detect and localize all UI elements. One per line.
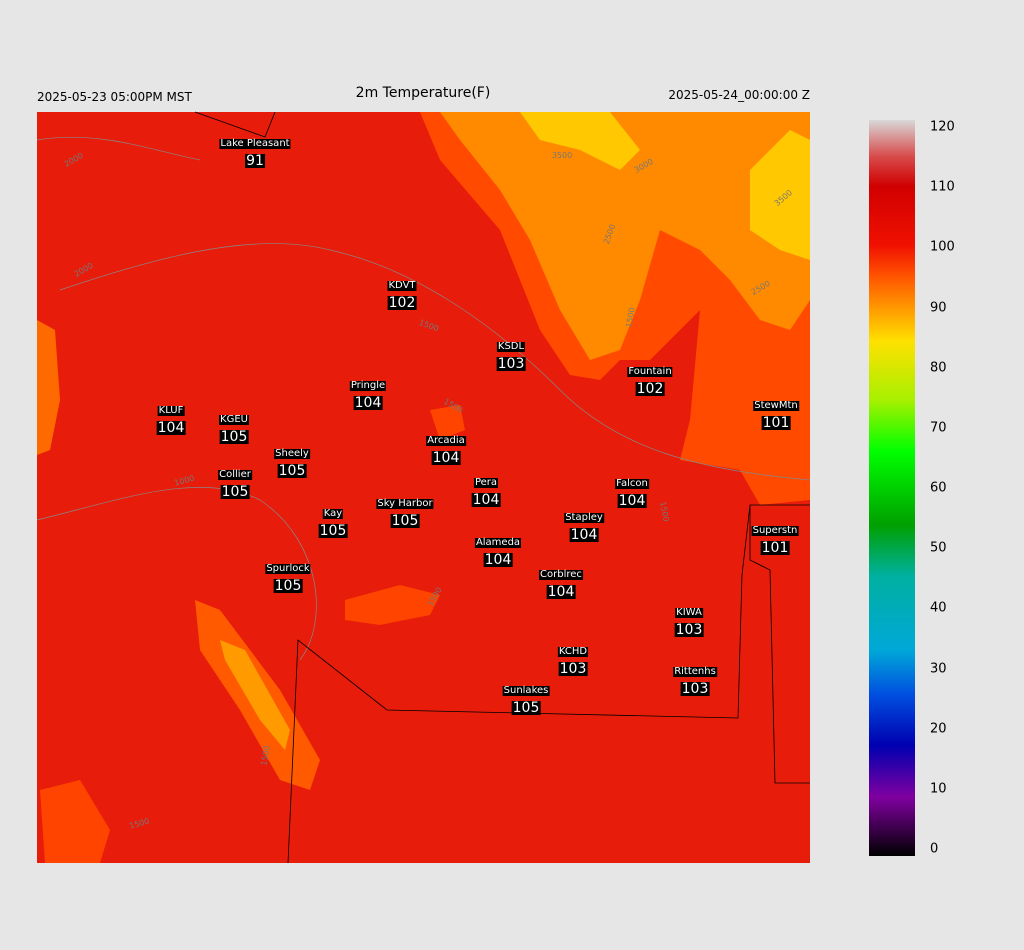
station-value: 105 bbox=[273, 578, 303, 594]
station-value: 104 bbox=[156, 420, 186, 436]
colorbar-tick-label: 110 bbox=[930, 179, 955, 195]
contour-label: 1500 bbox=[624, 307, 636, 329]
station-name: Sunlakes bbox=[502, 685, 550, 696]
station-value: 104 bbox=[471, 492, 501, 508]
colorbar bbox=[869, 120, 915, 856]
colorbar-tick-label: 0 bbox=[930, 841, 939, 857]
station-name: Pera bbox=[473, 477, 499, 488]
station-name: Lake Pleasant bbox=[219, 138, 291, 149]
station-value: 102 bbox=[387, 295, 417, 311]
station-name: KIWA bbox=[675, 607, 703, 618]
station-value: 91 bbox=[245, 153, 265, 169]
contour-label: 1500 bbox=[259, 745, 271, 767]
station-value: 102 bbox=[635, 381, 665, 397]
station-value: 104 bbox=[483, 552, 513, 568]
warm-region bbox=[37, 320, 60, 455]
colorbar-tick-label: 100 bbox=[930, 239, 955, 255]
model-time: 2025-05-24_00:00:00 Z bbox=[668, 88, 810, 102]
county-line bbox=[194, 111, 276, 138]
station-name: Falcon bbox=[615, 478, 649, 489]
station-name: Sky Harbor bbox=[376, 498, 434, 509]
contour-line bbox=[36, 137, 201, 161]
hottest-region bbox=[520, 112, 810, 260]
hot-region bbox=[220, 640, 290, 750]
station-value: 103 bbox=[496, 356, 526, 372]
valid-time: 2025-05-23 05:00PM MST bbox=[37, 90, 192, 104]
station-value: 103 bbox=[558, 661, 588, 677]
county-line bbox=[287, 504, 810, 864]
warm-region bbox=[40, 405, 465, 863]
station-name: KSDL bbox=[496, 341, 526, 352]
station-name: Superstn bbox=[751, 525, 799, 536]
colorbar-tick-label: 20 bbox=[930, 721, 947, 737]
station-value: 105 bbox=[390, 513, 420, 529]
station-value: 101 bbox=[760, 540, 790, 556]
colorbar-tick-label: 30 bbox=[930, 661, 947, 676]
contour-label: 1500 bbox=[658, 501, 670, 523]
colorbar-tick-label: 70 bbox=[930, 420, 947, 436]
station-value: 104 bbox=[353, 395, 383, 411]
station-name: Fountain bbox=[627, 366, 673, 377]
colorbar-tick-label: 50 bbox=[930, 540, 947, 556]
station-name: Kay bbox=[322, 508, 344, 519]
station-name: Corblrec bbox=[539, 569, 583, 580]
station-name: KCHD bbox=[557, 646, 589, 657]
station-name: KDVT bbox=[387, 280, 417, 291]
colorbar-tick-label: 120 bbox=[930, 119, 955, 135]
station-value: 104 bbox=[546, 584, 576, 600]
colorbar-tick-label: 80 bbox=[930, 360, 947, 376]
station-name: Alameda bbox=[474, 537, 522, 548]
hot-region bbox=[440, 112, 810, 360]
station-value: 105 bbox=[220, 484, 250, 500]
station-name: KGEU bbox=[219, 414, 249, 425]
station-value: 104 bbox=[617, 493, 647, 509]
station-name: Arcadia bbox=[426, 435, 466, 446]
colorbar-tick-label: 90 bbox=[930, 300, 947, 315]
contour-line bbox=[59, 243, 811, 481]
colorbar-tick-label: 10 bbox=[930, 781, 947, 797]
station-name: Collier bbox=[218, 469, 252, 480]
station-name: KLUF bbox=[157, 405, 185, 416]
colorbar-tick-label: 60 bbox=[930, 480, 947, 496]
station-name: Rittenhs bbox=[673, 666, 717, 677]
station-name: Spurlock bbox=[265, 563, 311, 574]
contour-line bbox=[36, 486, 317, 661]
station-value: 105 bbox=[219, 429, 249, 445]
station-name: Sheely bbox=[274, 448, 310, 459]
station-value: 103 bbox=[680, 681, 710, 697]
station-value: 105 bbox=[277, 463, 307, 479]
station-value: 103 bbox=[674, 622, 704, 638]
station-name: StewMtn bbox=[753, 400, 799, 411]
station-name: Pringle bbox=[349, 380, 387, 391]
station-value: 101 bbox=[761, 415, 791, 431]
contour-label: 3500 bbox=[552, 151, 572, 160]
station-value: 105 bbox=[511, 700, 541, 716]
station-value: 105 bbox=[318, 523, 348, 539]
station-value: 104 bbox=[569, 527, 599, 543]
station-name: Stapley bbox=[564, 512, 604, 523]
colorbar-tick-label: 40 bbox=[930, 600, 947, 616]
station-value: 104 bbox=[431, 450, 461, 466]
map-title: 2m Temperature(F) bbox=[355, 85, 491, 101]
